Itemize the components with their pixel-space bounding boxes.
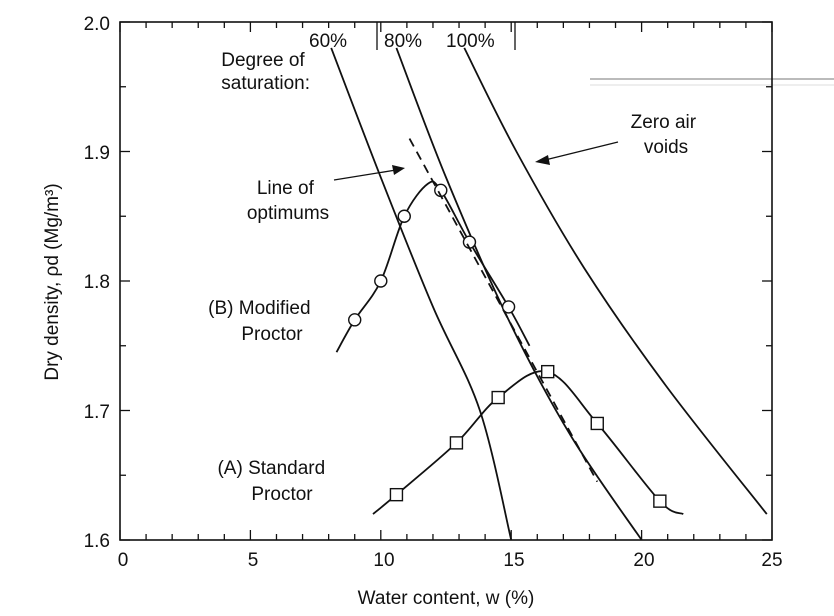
saturation-label-60: 60% [309, 31, 347, 52]
line-of-optimums-dashed [408, 138, 599, 483]
optimums-arrow-head [392, 165, 405, 175]
optimums-arrow-line [333, 169, 397, 181]
data-point-modified [397, 209, 411, 223]
zav-arrow-head [535, 155, 550, 165]
y-tick-label: 1.7 [84, 402, 110, 423]
x-tick-label: 10 [373, 550, 394, 571]
zav-arrow-line [544, 141, 619, 161]
y-tick-label: 1.9 [84, 143, 110, 164]
data-point-standard [653, 494, 667, 508]
axis-ticks [119, 21, 773, 541]
proctor-series [335, 180, 684, 515]
saturation-line-80pct [395, 47, 643, 541]
x-axis-title: Water content, w (%) [358, 588, 535, 609]
data-point-standard [590, 416, 604, 431]
data-point-modified [348, 313, 362, 327]
x-tick-label: 5 [248, 550, 259, 571]
series-label-modified: (B) Modified Proctor [208, 298, 316, 345]
data-point-modified [374, 274, 388, 288]
data-point-standard [449, 436, 464, 450]
series-label-standard: (A) Standard Proctor [217, 458, 330, 505]
line-of-optimums [408, 138, 599, 483]
saturation-title: Degree of saturation: [221, 50, 310, 94]
line-of-optimums-annotation: Line of optimums [247, 178, 329, 224]
y-tick-label: 2.0 [84, 14, 110, 35]
data-point-standard [389, 487, 404, 502]
x-tick-label: 15 [503, 550, 524, 571]
data-point-standard [541, 364, 555, 379]
saturation-lines [330, 47, 768, 541]
y-tick-label: 1.6 [84, 531, 110, 552]
x-tick-label: 20 [633, 550, 654, 571]
data-point-standard [491, 390, 505, 405]
saturation-label-100: 100% [446, 31, 495, 52]
saturation-line-100pct [463, 47, 768, 515]
x-tick-labels: 0 5 10 15 20 25 [118, 550, 783, 571]
compaction-curve-standard [372, 370, 684, 515]
x-tick-label: 25 [761, 550, 782, 571]
x-tick-label: 0 [118, 550, 129, 571]
compaction-curve-modified [335, 180, 531, 353]
saturation-line-60pct [330, 47, 513, 541]
y-axis-title: Dry density, ρd (Mg/m³) [42, 183, 63, 380]
zero-air-voids-annotation: Zero air voids [631, 112, 702, 158]
y-tick-label: 1.8 [84, 272, 110, 293]
data-point-modified [501, 300, 516, 314]
saturation-label-80: 80% [384, 31, 422, 52]
y-tick-labels: 1.6 1.7 1.8 1.9 2.0 [84, 14, 110, 552]
